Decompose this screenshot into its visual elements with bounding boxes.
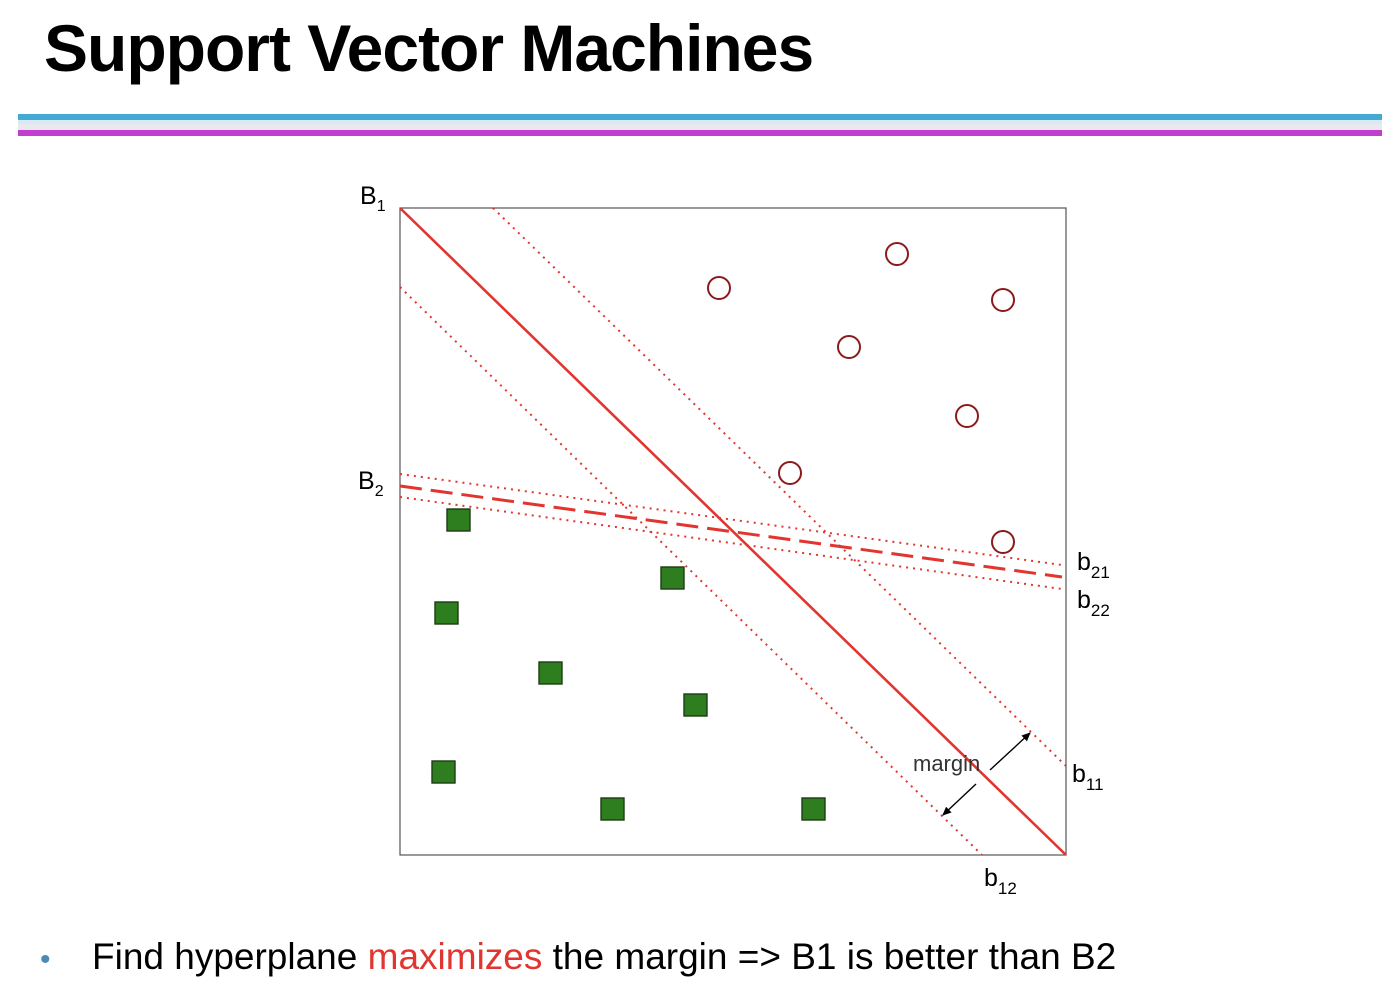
plot-frame	[399, 207, 1067, 856]
square-point	[660, 566, 685, 590]
circle-point	[707, 276, 731, 300]
label-margin: margin	[913, 751, 980, 776]
circle-point	[991, 530, 1015, 554]
square-point	[431, 760, 456, 784]
hyperplane-b1	[399, 207, 1067, 856]
margin-line-b21	[399, 473, 1063, 566]
margin-arrow-down	[942, 783, 977, 816]
header-rule-blue	[18, 114, 1382, 120]
circle-point	[991, 288, 1015, 312]
square-point	[434, 601, 459, 625]
label-b22: b22	[1077, 586, 1110, 620]
slide-title: Support Vector Machines	[44, 11, 814, 85]
square-point	[683, 693, 708, 717]
bullet-text-before: Find hyperplane	[92, 936, 368, 977]
margin-line-b11	[492, 207, 1067, 767]
hyperplane-b2	[399, 484, 1063, 579]
bullet-point: • Find hyperplane maximizes the margin =>…	[40, 932, 1116, 985]
margin-line-b22	[399, 496, 1063, 590]
circle-point	[837, 335, 861, 359]
label-b21: b21	[1077, 548, 1110, 582]
label-b12: b12	[984, 864, 1017, 898]
bullet-text-highlight: maximizes	[367, 936, 543, 977]
square-point	[446, 508, 471, 532]
margin-line-b12	[399, 286, 983, 856]
circle-point	[885, 242, 909, 266]
header-rule-gap-2	[18, 124, 1382, 130]
label-b11: b11	[1072, 760, 1104, 794]
label-b2: B2	[358, 467, 384, 500]
label-b1: B1	[360, 182, 386, 215]
square-point	[600, 797, 625, 821]
header-rule-purple	[18, 130, 1382, 136]
bullet-icon: •	[40, 943, 51, 976]
square-point	[538, 661, 563, 685]
margin-arrow-up	[989, 732, 1031, 771]
circle-point	[955, 404, 979, 428]
square-point	[801, 797, 826, 821]
header-rule-gap	[18, 120, 1382, 124]
circle-point	[778, 461, 802, 485]
bullet-text-after: the margin => B1 is better than B2	[542, 936, 1117, 977]
